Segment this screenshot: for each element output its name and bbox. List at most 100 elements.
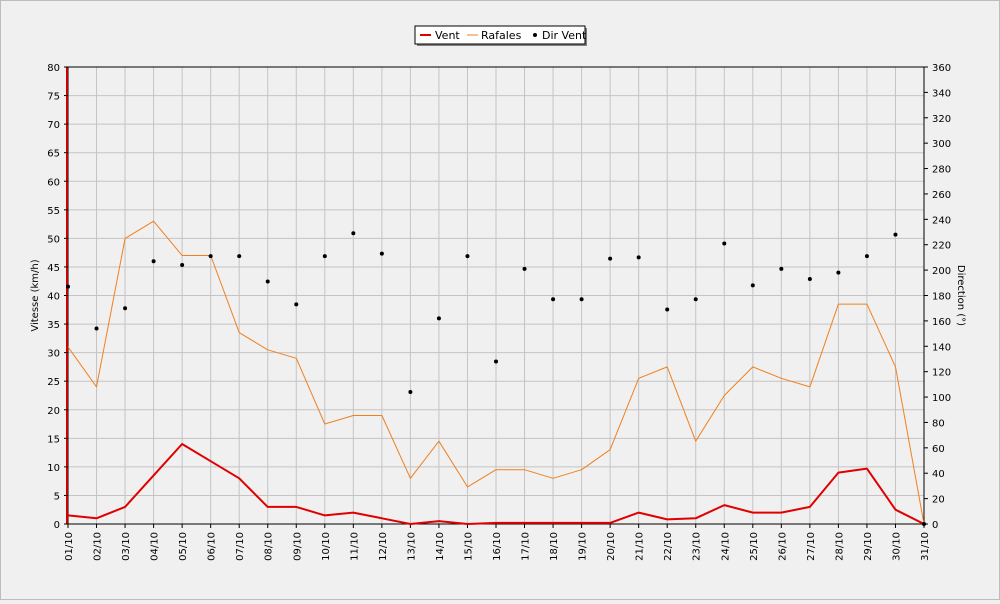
y2-tick-label: 0	[932, 520, 938, 531]
legend-box	[414, 25, 586, 45]
series	[66, 220, 926, 526]
y2-tick-label: 100	[932, 393, 951, 404]
y2-tick-label: 20	[932, 495, 945, 506]
x-axis-ticks: 01/10 02/10 03/10 04/10 05/10 06/10 07/10 08/10…	[64, 524, 931, 561]
dir-vent-point	[722, 241, 727, 246]
y2-tick-label: 200	[932, 266, 951, 277]
dir-vent-point	[922, 522, 926, 526]
x-tick-label: 23/10	[692, 532, 703, 561]
x-tick-label: 19/10	[578, 532, 589, 561]
dir-vent-point	[807, 276, 812, 281]
y2-tick-label: 120	[932, 368, 951, 379]
dir-vent-point	[836, 270, 841, 275]
dir-vent-point	[693, 297, 698, 302]
y2-tick-label: 340	[932, 88, 951, 99]
y2-tick-label: 80	[932, 418, 945, 429]
x-tick-label: 12/10	[378, 532, 389, 561]
x-tick-label: 01/10	[64, 532, 75, 561]
x-tick-label: 26/10	[777, 532, 788, 561]
grid	[67, 66, 925, 525]
y-tick-label: 65	[47, 149, 60, 160]
y-tick-label: 30	[47, 349, 60, 360]
x-tick-label: 05/10	[178, 532, 189, 561]
dir-vent-point	[465, 254, 470, 259]
x-tick-label: 04/10	[150, 532, 161, 561]
x-tick-label: 07/10	[235, 532, 246, 561]
y-tick-label: 80	[47, 63, 60, 74]
x-tick-label: 08/10	[264, 532, 275, 561]
x-tick-label: 30/10	[891, 532, 902, 561]
dir-vent-point	[322, 254, 327, 259]
x-tick-label: 10/10	[321, 532, 332, 561]
y2-tick-label: 160	[932, 317, 951, 328]
dir-vent-point	[436, 316, 441, 321]
y-tick-label: 60	[47, 177, 60, 188]
y2-tick-label: 360	[932, 63, 951, 74]
x-tick-label: 14/10	[435, 532, 446, 561]
x-tick-label: 20/10	[606, 532, 617, 561]
y2-tick-label: 240	[932, 215, 951, 226]
legend: Vent Rafales Dir Vent	[414, 25, 587, 46]
dir-vent-point	[180, 263, 185, 268]
dir-vent-point	[94, 326, 99, 331]
y-tick-label: 35	[47, 320, 60, 331]
y2-tick-label: 40	[932, 469, 945, 480]
legend-label-rafales: Rafales	[481, 29, 522, 42]
dir-vent-point	[151, 259, 156, 264]
y2-tick-label: 320	[932, 114, 951, 125]
dir-vent-point	[608, 256, 613, 261]
x-tick-label: 27/10	[806, 532, 817, 561]
dir-vent-point	[551, 297, 556, 302]
y2-tick-label: 60	[932, 444, 945, 455]
x-tick-label: 29/10	[863, 532, 874, 561]
y-tick-label: 5	[54, 491, 60, 502]
x-tick-label: 06/10	[207, 532, 218, 561]
y-tick-label: 25	[47, 377, 60, 388]
dir-vent-point	[237, 254, 242, 259]
dir-vent-point	[494, 359, 498, 364]
x-tick-label: 22/10	[663, 532, 674, 561]
legend-swatch-dir-vent	[533, 33, 537, 37]
dir-vent-point	[779, 266, 784, 271]
dir-vent-point	[864, 254, 869, 259]
x-tick-label: 21/10	[635, 532, 646, 561]
dir-vent-point	[408, 389, 413, 394]
dir-vent-point	[522, 266, 527, 271]
x-tick-label: 13/10	[406, 532, 417, 561]
y-axis-title: Vitesse (km/h)	[30, 259, 41, 331]
y-tick-label: 70	[47, 120, 60, 131]
x-tick-label: 25/10	[749, 532, 760, 561]
dir-vent-point	[66, 284, 70, 289]
x-tick-label: 03/10	[121, 532, 132, 561]
y-tick-label: 10	[47, 463, 60, 474]
y-tick-label: 20	[47, 406, 60, 417]
y-tick-label: 75	[47, 92, 60, 103]
x-tick-label: 02/10	[93, 532, 104, 561]
x-tick-label: 31/10	[920, 532, 931, 561]
dir-vent-point	[579, 297, 584, 302]
y2-tick-label: 300	[932, 139, 951, 150]
series-line-vent	[67, 443, 925, 525]
dir-vent-point	[351, 231, 356, 236]
x-tick-label: 17/10	[521, 532, 532, 561]
y-tick-label: 40	[47, 292, 60, 303]
x-tick-label: 15/10	[463, 532, 474, 561]
x-tick-label: 16/10	[492, 532, 503, 561]
x-tick-label: 09/10	[292, 532, 303, 561]
dir-vent-point	[379, 251, 384, 256]
y2-tick-label: 220	[932, 241, 951, 252]
x-tick-label: 28/10	[834, 532, 845, 561]
y-tick-label: 45	[47, 263, 60, 274]
y2-tick-label: 260	[932, 190, 951, 201]
y2-axis-title: Direction (°)	[955, 265, 966, 326]
x-tick-label: 11/10	[349, 532, 360, 561]
y-tick-label: 15	[47, 434, 60, 445]
legend-label-dir-vent: Dir Vent	[542, 29, 587, 42]
y-tick-label: 50	[47, 234, 60, 245]
y2-tick-label: 180	[932, 292, 951, 303]
dir-vent-point	[123, 306, 128, 311]
x-tick-label: 18/10	[549, 532, 560, 561]
